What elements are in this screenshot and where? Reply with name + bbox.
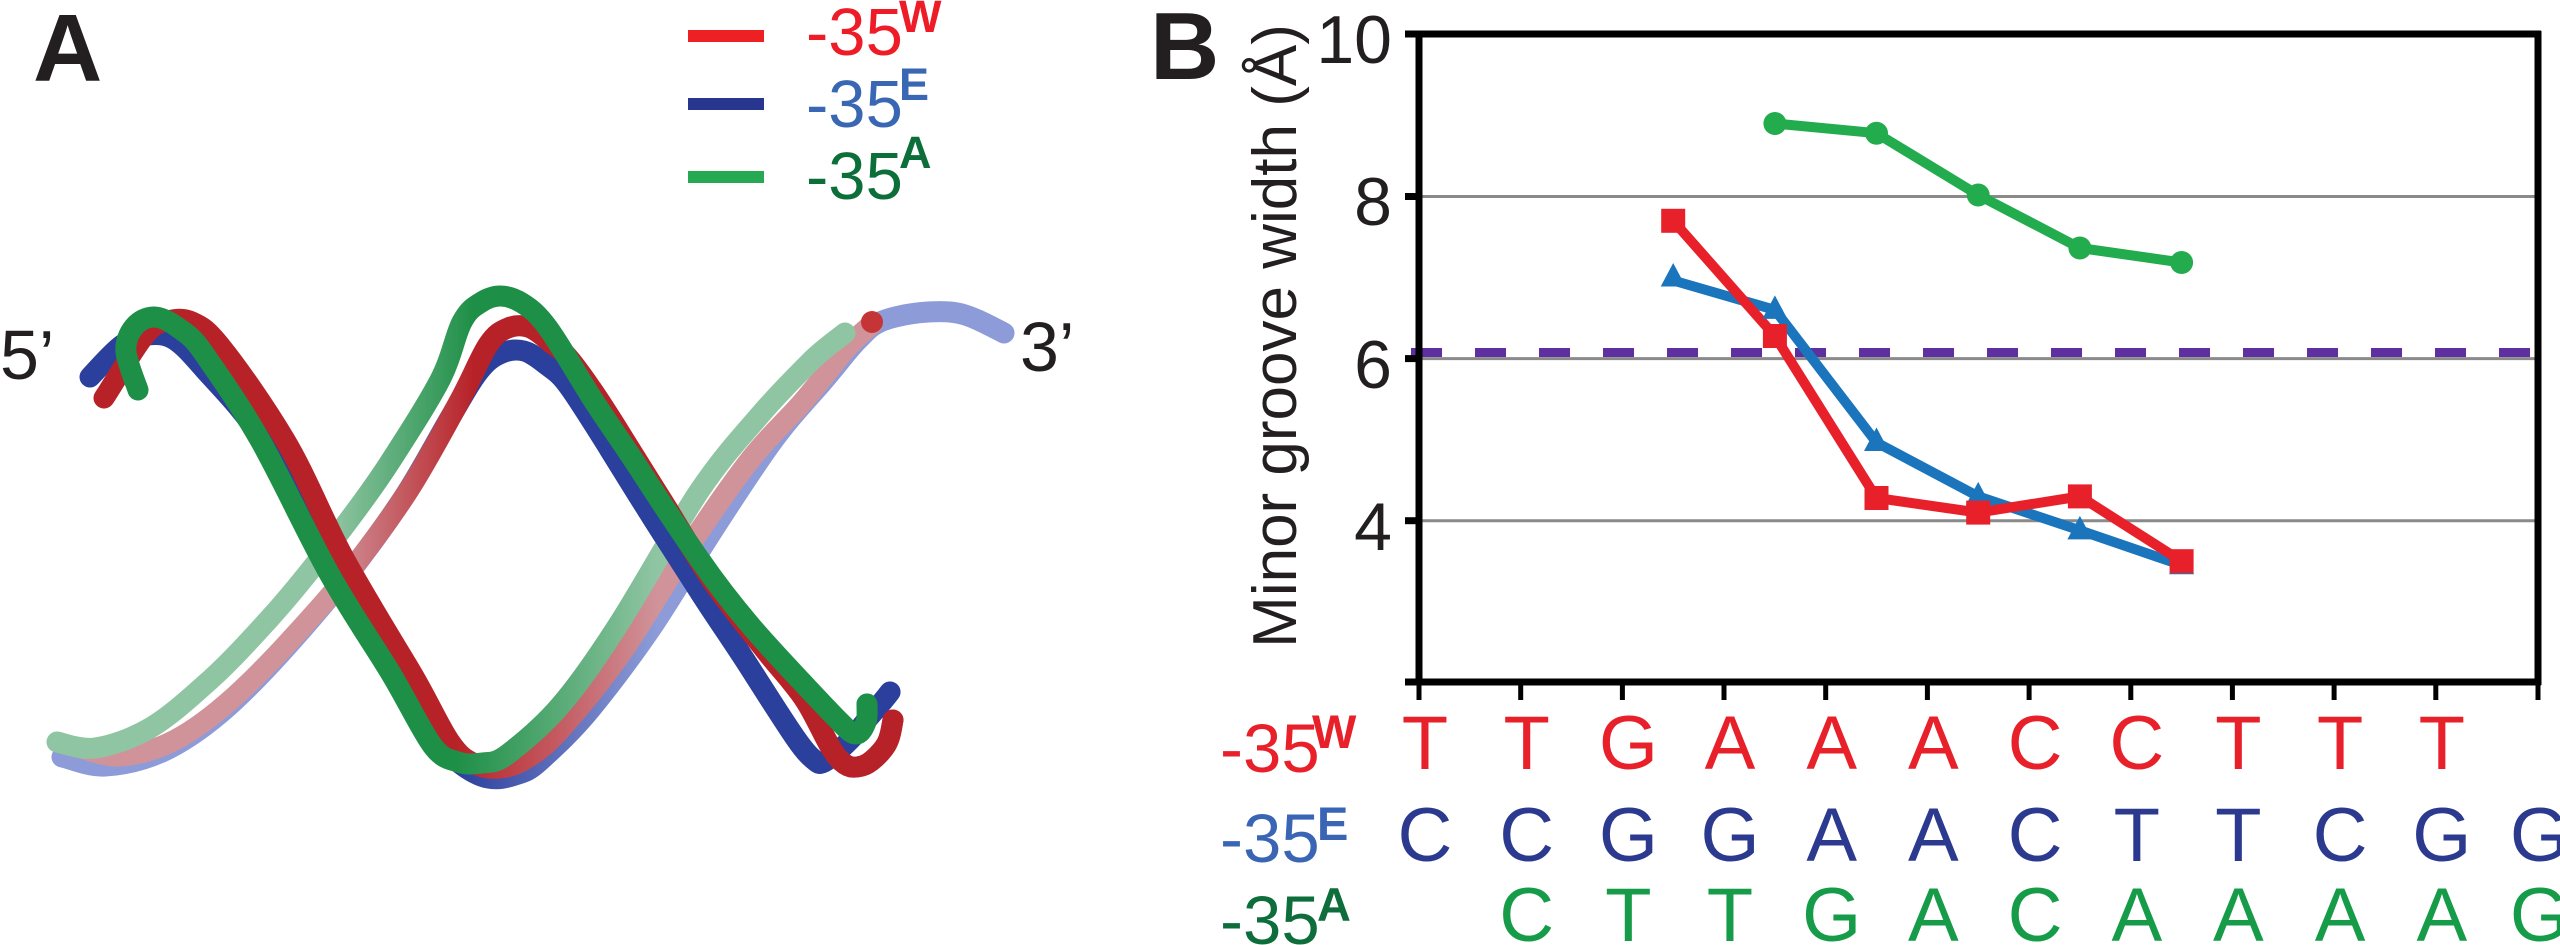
- svg-text:G: G: [2412, 793, 2471, 878]
- svg-text:C: C: [1499, 793, 1554, 878]
- svg-text:G: G: [1700, 793, 1759, 878]
- svg-text:C: C: [1499, 873, 1554, 945]
- svg-text:T: T: [1402, 701, 1448, 786]
- svg-text:T: T: [2114, 793, 2160, 878]
- svg-text:B: B: [1150, 0, 1219, 100]
- svg-text:C: C: [2008, 873, 2063, 945]
- svg-text:T: T: [2317, 701, 2363, 786]
- svg-text:-35: -35: [806, 67, 903, 142]
- svg-text:A: A: [33, 0, 102, 102]
- svg-text:4: 4: [1354, 489, 1392, 565]
- svg-text:T: T: [1707, 873, 1753, 945]
- svg-text:C: C: [1398, 793, 1453, 878]
- svg-text:A: A: [1705, 701, 1756, 786]
- svg-text:A: A: [1908, 701, 1959, 786]
- svg-text:A: A: [899, 127, 932, 178]
- svg-text:T: T: [1605, 873, 1651, 945]
- svg-text:C: C: [2109, 701, 2164, 786]
- svg-text:C: C: [2008, 701, 2063, 786]
- svg-text:G: G: [2510, 793, 2560, 878]
- svg-text:-35: -35: [1220, 882, 1320, 945]
- svg-text:-35: -35: [806, 0, 903, 70]
- svg-text:T: T: [1503, 701, 1549, 786]
- svg-text:A: A: [2315, 873, 2366, 945]
- svg-text:-35: -35: [806, 139, 903, 214]
- svg-text:10: 10: [1316, 2, 1392, 78]
- svg-text:E: E: [899, 59, 929, 110]
- svg-text:G: G: [1802, 873, 1861, 945]
- svg-text:W: W: [1312, 705, 1357, 758]
- svg-text:G: G: [1599, 701, 1658, 786]
- svg-text:A: A: [1317, 878, 1351, 931]
- svg-text:A: A: [1806, 701, 1857, 786]
- svg-text:G: G: [1599, 793, 1658, 878]
- svg-text:-35: -35: [1220, 800, 1320, 877]
- svg-text:T: T: [2215, 701, 2261, 786]
- svg-text:5’: 5’: [0, 316, 54, 394]
- svg-text:A: A: [1908, 793, 1959, 878]
- svg-text:A: A: [2416, 873, 2467, 945]
- svg-text:C: C: [2313, 793, 2368, 878]
- svg-text:6: 6: [1354, 327, 1392, 403]
- svg-text:A: A: [2213, 873, 2264, 945]
- svg-text:A: A: [1908, 873, 1959, 945]
- svg-text:G: G: [2510, 873, 2560, 945]
- svg-text:T: T: [2419, 701, 2465, 786]
- svg-text:W: W: [899, 0, 942, 42]
- svg-text:T: T: [2215, 793, 2261, 878]
- svg-text:-35: -35: [1220, 710, 1320, 787]
- svg-text:Minor groove width (Å): Minor groove width (Å): [1241, 24, 1310, 648]
- svg-text:3’: 3’: [1020, 308, 1074, 386]
- svg-text:8: 8: [1354, 164, 1392, 240]
- svg-text:A: A: [1806, 793, 1857, 878]
- svg-text:A: A: [2111, 873, 2162, 945]
- svg-text:E: E: [1317, 797, 1348, 850]
- svg-text:C: C: [2008, 793, 2063, 878]
